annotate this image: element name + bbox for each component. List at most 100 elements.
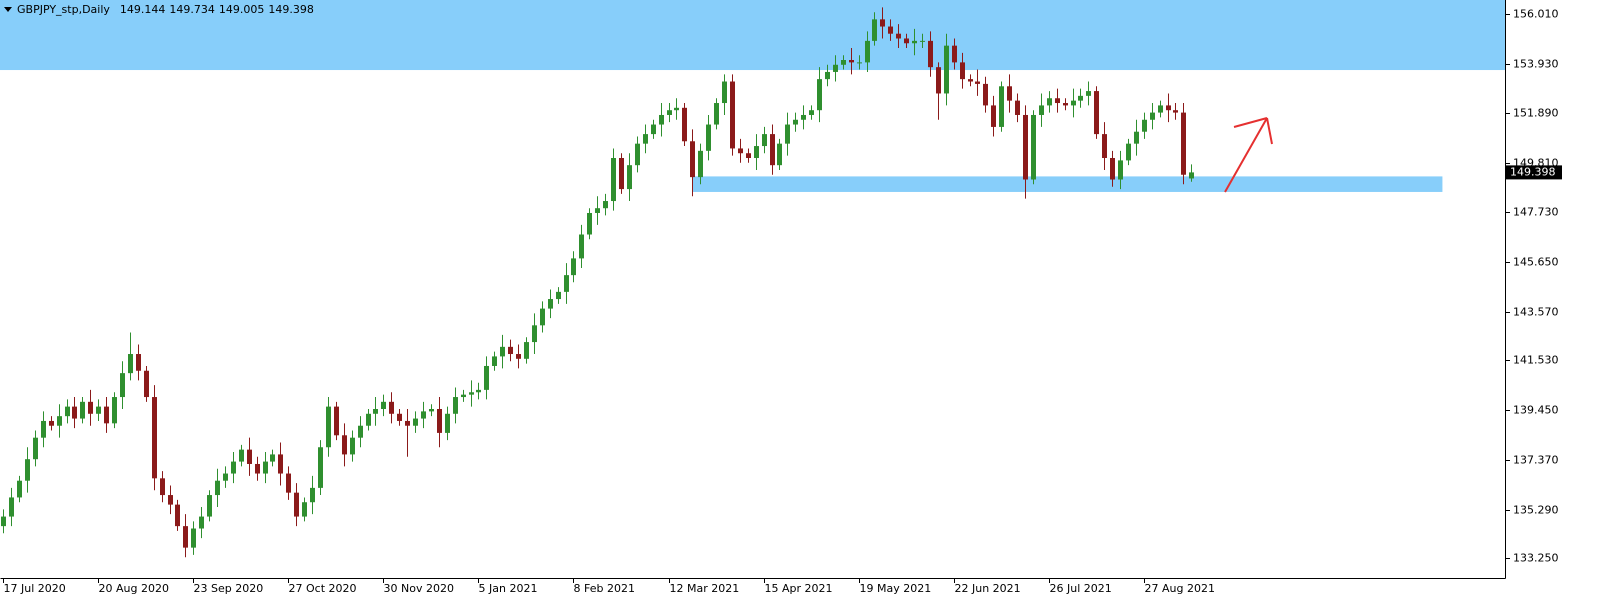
candle-body — [603, 201, 608, 209]
zones — [0, 0, 1505, 192]
candle-body — [975, 81, 980, 84]
candle-body — [1063, 103, 1068, 106]
candle-body — [294, 492, 299, 517]
candle-body — [643, 134, 648, 144]
y-tick-label: 145.650 — [1513, 256, 1559, 269]
candle-body — [1134, 131, 1139, 144]
candle-body — [9, 497, 14, 517]
candle-body — [1173, 110, 1178, 113]
zone — [0, 0, 1505, 71]
x-tick-label: 12 Mar 2021 — [670, 582, 740, 595]
candle-body — [540, 308, 545, 326]
candle-body — [389, 401, 394, 414]
candle-body — [476, 389, 481, 393]
candle-body — [611, 158, 616, 202]
candle-body — [667, 110, 672, 115]
candle-body — [579, 234, 584, 259]
candle-body — [334, 406, 339, 436]
candle-body — [1039, 105, 1044, 115]
candle-body — [17, 480, 22, 498]
candle-body — [1055, 98, 1060, 104]
candle-body — [492, 356, 497, 366]
candle-body — [785, 124, 790, 144]
candle-body — [1015, 100, 1020, 115]
y-tick-label: 143.570 — [1513, 306, 1559, 319]
candle-body — [183, 526, 188, 548]
candle-body — [223, 473, 228, 481]
candle-body — [500, 346, 505, 357]
close-price: 149.398 — [268, 3, 314, 16]
candle-body — [231, 461, 236, 474]
candle-body — [627, 165, 632, 190]
candle-body — [983, 83, 988, 106]
candle-body — [381, 401, 386, 409]
x-tick-label: 26 Jul 2021 — [1050, 582, 1112, 595]
candle-body — [49, 420, 54, 426]
candle-body — [263, 461, 268, 474]
candle-body — [809, 110, 814, 115]
candle-body — [722, 81, 727, 104]
low-price: 149.005 — [219, 3, 265, 16]
candle-body — [302, 502, 307, 517]
candle-body — [872, 19, 877, 41]
candle-body — [33, 437, 38, 460]
x-tick-label: 27 Oct 2020 — [289, 582, 357, 595]
candle-body — [65, 406, 70, 417]
candle-body — [682, 107, 687, 142]
candle-body — [1, 516, 6, 527]
candle-body — [120, 373, 125, 398]
candle-body — [215, 480, 220, 496]
x-tick-label: 23 Sep 2020 — [194, 582, 264, 595]
candle-body — [833, 64, 838, 72]
candle-body — [1023, 114, 1028, 180]
candle-body — [191, 528, 196, 548]
candle-body — [461, 394, 466, 398]
candle-body — [690, 141, 695, 178]
candle-body — [571, 258, 576, 276]
candle-body — [175, 504, 180, 527]
candle-body — [825, 71, 830, 80]
candle-body — [136, 354, 141, 371]
candle-body — [880, 19, 885, 27]
candle-body — [524, 342, 529, 359]
candle-body — [310, 487, 315, 503]
candle-body — [104, 406, 109, 424]
x-tick-label: 5 Jan 2021 — [479, 582, 538, 595]
symbol: GBPJPY_stp,Daily — [17, 3, 110, 16]
candle-body — [72, 406, 77, 419]
candle-body — [944, 45, 949, 94]
candle-body — [1094, 91, 1099, 135]
candle-body — [152, 397, 157, 479]
candle-body — [698, 150, 703, 178]
candle-body — [896, 33, 901, 39]
y-tick-label: 151.890 — [1513, 107, 1559, 120]
candle-body — [1150, 112, 1155, 120]
candle-body — [1166, 105, 1171, 111]
candle-body — [865, 40, 870, 63]
candle-body — [373, 408, 378, 414]
candle-body — [278, 454, 283, 474]
candle-body — [999, 86, 1004, 127]
candle-body — [112, 397, 117, 424]
candle-body — [714, 103, 719, 125]
candle-body — [429, 408, 434, 412]
y-tick-label: 137.370 — [1513, 454, 1559, 467]
candle-body — [1142, 119, 1147, 132]
y-tick-label: 135.290 — [1513, 504, 1559, 517]
menu-triangle[interactable] — [4, 7, 12, 12]
candle-body — [1007, 86, 1012, 101]
candle-body — [1110, 158, 1115, 180]
candle-body — [841, 59, 846, 65]
candle-body — [255, 463, 260, 474]
candle-body — [793, 119, 798, 125]
candle-body — [928, 40, 933, 68]
candle-body — [508, 346, 513, 355]
candle-body — [57, 416, 62, 426]
candle-body — [1047, 98, 1052, 106]
candle-body — [532, 325, 537, 343]
x-tick-label: 30 Nov 2020 — [384, 582, 454, 595]
candle-body — [144, 370, 149, 398]
current-price-label: 149.398 — [1510, 165, 1556, 178]
